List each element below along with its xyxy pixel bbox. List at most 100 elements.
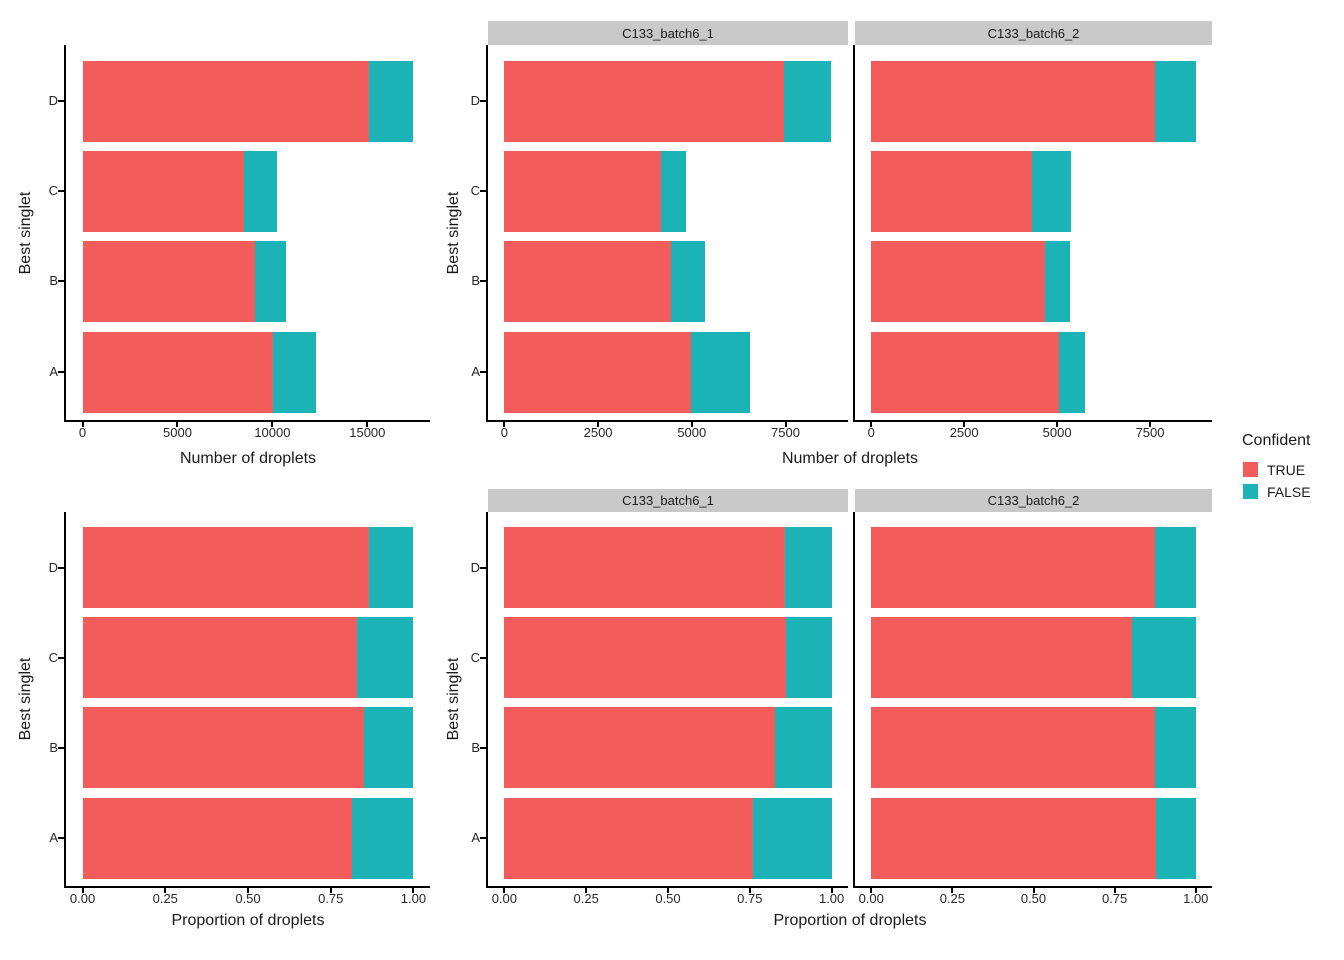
y-tick (480, 746, 486, 749)
x-tick (1194, 888, 1197, 893)
x-tick (81, 888, 84, 893)
y-tick-label: C (470, 649, 480, 665)
bar-false-A (272, 331, 317, 413)
x-tick (870, 888, 873, 893)
y-tick (480, 190, 486, 193)
bar-false-D (1155, 60, 1196, 142)
legend-item-true: TRUE (1243, 462, 1305, 477)
bar-false-A (1058, 331, 1086, 413)
x-tick-label: 2500 (583, 425, 613, 440)
bar-true-B (871, 240, 1045, 322)
y-tick (58, 100, 64, 103)
y-tick-label: C (48, 649, 58, 665)
x-axis-title: Number of droplets (781, 450, 919, 467)
y-tick (480, 837, 486, 840)
y-axis-title: Best singlet (16, 657, 34, 741)
x-tick (597, 422, 600, 427)
y-tick-label: A (49, 830, 58, 846)
bar-false-B (775, 707, 832, 789)
bar-false-C (785, 617, 832, 699)
x-tick-label: 7500 (1135, 425, 1165, 440)
x-tick-label: 0.00 (69, 891, 96, 906)
y-tick (480, 280, 486, 283)
facet-strip: C133_batch6_2 (855, 489, 1212, 512)
bar-false-D (1155, 527, 1196, 609)
bar-false-C (243, 150, 277, 232)
x-tick (503, 422, 506, 427)
y-axis-line (64, 45, 66, 422)
bar-true-A (504, 797, 754, 879)
y-tick (480, 100, 486, 103)
bar-false-C (1031, 150, 1072, 232)
y-axis-line (486, 512, 488, 888)
x-tick (1056, 422, 1059, 427)
y-tick-label: C (470, 183, 480, 199)
x-tick-label: 0 (867, 425, 875, 440)
x-tick-label: 5000 (163, 425, 192, 440)
legend-label-false: FALSE (1267, 483, 1311, 500)
y-axis-title: Best singlet (444, 657, 462, 741)
y-tick-label: C (48, 183, 58, 199)
bar-true-C (871, 150, 1032, 232)
bar-true-A (871, 331, 1059, 413)
y-tick-label: B (49, 739, 58, 755)
y-tick-label: B (471, 739, 480, 755)
bar-false-D (784, 527, 832, 609)
x-tick (412, 888, 415, 893)
y-tick (58, 371, 64, 373)
x-axis-line (853, 886, 1212, 888)
x-tick-label: 0.75 (737, 891, 763, 906)
bar-true-C (504, 150, 661, 232)
x-tick (247, 888, 249, 893)
bar-true-D (871, 60, 1156, 142)
x-tick (271, 422, 274, 427)
x-tick (1149, 422, 1152, 427)
bar-false-D (369, 527, 414, 609)
x-axis-title: Proportion of droplets (171, 912, 325, 929)
x-axis-line (486, 886, 848, 888)
y-axis-title: Best singlet (444, 191, 462, 274)
x-tick (951, 888, 954, 893)
bar-false-A (352, 797, 414, 879)
x-tick (503, 888, 506, 893)
bar-true-D (504, 527, 785, 609)
x-tick-label: 0 (78, 425, 87, 440)
y-tick (480, 371, 486, 373)
bar-false-B (364, 707, 414, 789)
bar-false-A (753, 797, 832, 879)
x-tick (748, 888, 751, 893)
x-axis-title: Number of droplets (179, 450, 317, 467)
facet-strip: C133_batch6_1 (488, 21, 848, 45)
x-axis-line (486, 420, 848, 422)
x-tick (1113, 888, 1116, 893)
x-tick (830, 888, 833, 893)
bar-false-C (660, 150, 687, 232)
y-tick-label: D (48, 559, 58, 575)
legend-item-false: FALSE (1243, 484, 1311, 499)
bar-false-B (670, 240, 706, 322)
bar-false-B (255, 240, 286, 322)
bar-true-B (504, 240, 671, 322)
x-tick-label: 0.25 (152, 891, 178, 906)
bar-false-D (369, 60, 414, 142)
x-tick-label: 0.00 (858, 891, 884, 906)
x-tick-label: 5000 (1042, 425, 1072, 440)
x-tick-label: 0.00 (491, 891, 518, 906)
x-tick-label: 0.50 (235, 891, 261, 906)
y-tick (480, 656, 486, 659)
bar-false-C (357, 617, 414, 699)
legend-swatch-false-icon (1243, 484, 1258, 499)
x-tick-label: 7500 (771, 425, 800, 440)
y-tick (58, 656, 64, 659)
x-tick-label: 0.50 (1020, 891, 1047, 906)
x-axis-line (853, 420, 1212, 422)
bar-false-B (1044, 240, 1071, 322)
bar-false-C (1131, 617, 1196, 699)
bar-true-D (82, 60, 370, 142)
bar-true-C (82, 150, 244, 232)
x-tick-label: 0.25 (573, 891, 599, 906)
